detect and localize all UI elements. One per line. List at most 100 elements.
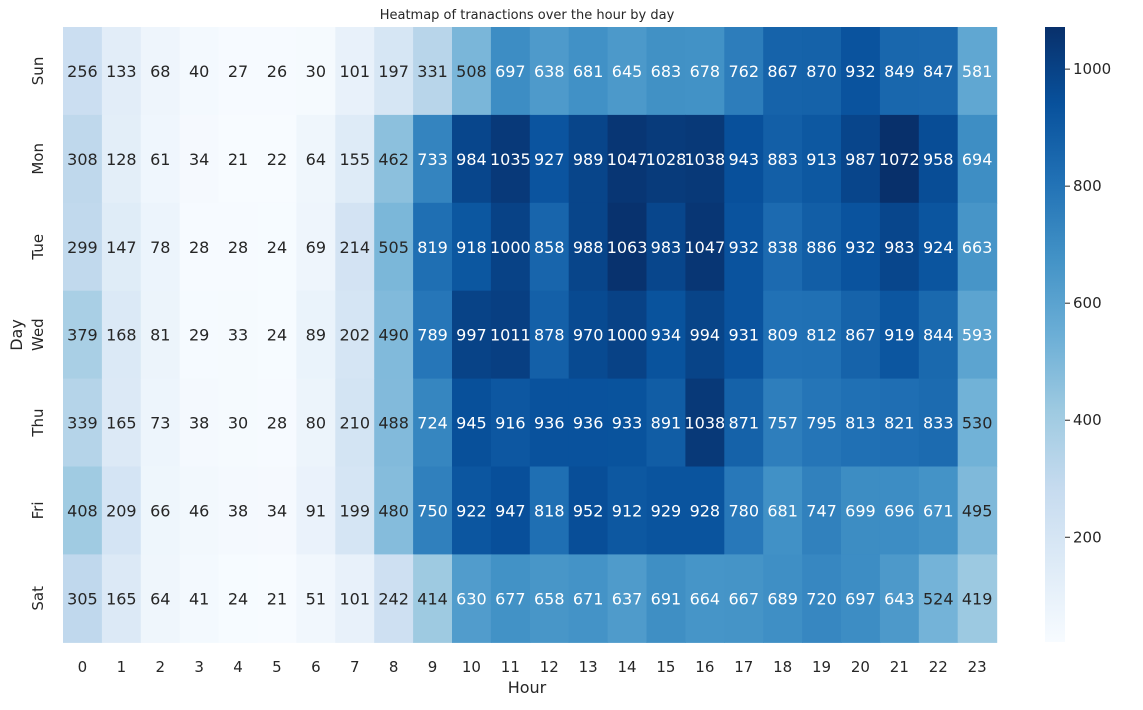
heatmap-cell-label: 29 — [189, 326, 209, 345]
heatmap-cell — [646, 27, 686, 116]
heatmap-cell-label: 697 — [845, 589, 876, 608]
heatmap-cell-label: 1035 — [490, 150, 531, 169]
heatmap-cell-label: 936 — [573, 414, 604, 433]
heatmap-cell-label: 24 — [228, 589, 248, 608]
heatmap-cell — [879, 27, 920, 116]
heatmap-cell-label: 916 — [495, 414, 526, 433]
heatmap-cell — [140, 202, 181, 292]
heatmap-cell — [452, 27, 492, 116]
heatmap-cell-label: 22 — [267, 150, 287, 169]
heatmap-cell — [957, 202, 998, 292]
heatmap-cell — [374, 378, 414, 468]
heatmap-cell — [607, 290, 648, 380]
heatmap-cell-label: 89 — [306, 326, 326, 345]
heatmap-cell — [335, 378, 375, 468]
heatmap-cell-labels: 256 133 68 40 27 26 30 101 197 331 508 697 638 681 645… — [67, 62, 992, 608]
heatmap-cell-label: 943 — [728, 150, 759, 169]
heatmap-cell — [685, 378, 725, 468]
heatmap-cell — [179, 466, 220, 555]
heatmap-cell — [529, 27, 570, 116]
heatmap-cell-label: 878 — [534, 326, 565, 345]
heatmap-cell-label: 671 — [923, 501, 954, 520]
heatmap-cell-label: 677 — [495, 589, 526, 608]
heatmap-cell — [724, 554, 764, 643]
heatmap-cell — [101, 114, 142, 204]
heatmap-cell-label: 69 — [306, 238, 326, 257]
heatmap-cell-label: 886 — [806, 238, 837, 257]
heatmap-cell-label: 867 — [845, 326, 876, 345]
heatmap-cell — [335, 114, 375, 204]
heatmap-cell-label: 308 — [67, 150, 98, 169]
heatmap-cell-label: 28 — [228, 238, 248, 257]
heatmap-cell — [101, 290, 142, 380]
heatmap-cell-label: 849 — [884, 62, 915, 81]
heatmap-cell — [802, 466, 842, 555]
heatmap-cell-label: 46 — [189, 501, 209, 520]
heatmap-cell — [490, 27, 531, 116]
heatmap-cell — [63, 27, 103, 116]
heatmap-cell-label: 1072 — [879, 150, 920, 169]
heatmap-cell-label: 505 — [378, 238, 409, 257]
heatmap-cell — [374, 554, 414, 643]
heatmap-cell-label: 28 — [267, 414, 287, 433]
heatmap-cell-label: 1028 — [646, 150, 687, 169]
heatmap-cell-label: 210 — [339, 414, 370, 433]
heatmap-cell — [802, 290, 842, 380]
heatmap-cell-label: 970 — [573, 326, 604, 345]
heatmap-cell — [335, 466, 375, 555]
heatmap-cell — [257, 378, 297, 468]
heatmap-cell-label: 821 — [884, 414, 915, 433]
heatmap-cell — [452, 466, 492, 555]
heatmap-cell — [413, 554, 453, 643]
heatmap-cell-label: 1000 — [607, 326, 648, 345]
x-tick-label: 6 — [311, 658, 321, 676]
heatmap-cell-label: 581 — [962, 62, 993, 81]
heatmap-cell-label: 983 — [651, 238, 682, 257]
heatmap-cell-label: 21 — [267, 589, 287, 608]
heatmap-cell — [63, 466, 103, 555]
heatmap-cell-label: 757 — [767, 414, 798, 433]
heatmap-cell — [763, 466, 803, 555]
heatmap-cell-label: 1063 — [607, 238, 648, 257]
heatmap-cell — [63, 114, 103, 204]
heatmap-cell-label: 1011 — [490, 326, 531, 345]
x-tick-label: 1 — [117, 658, 127, 676]
heatmap-cell — [101, 466, 142, 555]
heatmap-cell-label: 414 — [417, 589, 448, 608]
heatmap-cell — [646, 202, 686, 292]
heatmap-cell-label: 891 — [651, 414, 682, 433]
y-axis-ticks: Sun Mon Tue Wed Thu Fri Sat — [29, 57, 47, 611]
y-tick-label: Tue — [29, 234, 47, 261]
x-tick-label: 2 — [155, 658, 165, 676]
heatmap-cell — [802, 27, 842, 116]
heatmap-cell-label: 812 — [806, 326, 837, 345]
heatmap-cell-label: 339 — [67, 414, 98, 433]
heatmap-cell — [918, 378, 959, 468]
heatmap-cell-label: 870 — [806, 62, 837, 81]
heatmap-cell-label: 747 — [806, 501, 837, 520]
x-axis-ticks: 0 1 2 3 4 5 6 7 8 9 10 11 12 13 14 15 16 17 18 19 20 21 22 23 — [78, 658, 987, 676]
heatmap-cell — [218, 554, 259, 643]
x-tick-label: 22 — [929, 658, 948, 676]
heatmap-cell-label: 81 — [150, 326, 170, 345]
heatmap-cell-label: 932 — [845, 238, 876, 257]
heatmap-cell-label: 530 — [962, 414, 993, 433]
heatmap-cell-label: 1038 — [684, 150, 725, 169]
heatmap-cell-label: 984 — [456, 150, 487, 169]
heatmap-cell — [413, 114, 453, 204]
heatmap-cell-label: 927 — [534, 150, 565, 169]
heatmap-cell — [607, 202, 648, 292]
heatmap-cell — [218, 466, 259, 555]
heatmap-cell — [841, 554, 881, 643]
heatmap-cell — [218, 27, 259, 116]
heatmap-cell-label: 994 — [690, 326, 721, 345]
heatmap-cell — [957, 554, 998, 643]
heatmap-cell — [413, 378, 453, 468]
heatmap-cell — [879, 114, 920, 204]
heatmap-cell — [763, 378, 803, 468]
heatmap-cell — [490, 202, 531, 292]
heatmap-cell-label: 214 — [339, 238, 370, 257]
heatmap-cell — [607, 114, 648, 204]
y-tick-label: Sat — [29, 586, 47, 611]
heatmap-cell — [413, 202, 453, 292]
